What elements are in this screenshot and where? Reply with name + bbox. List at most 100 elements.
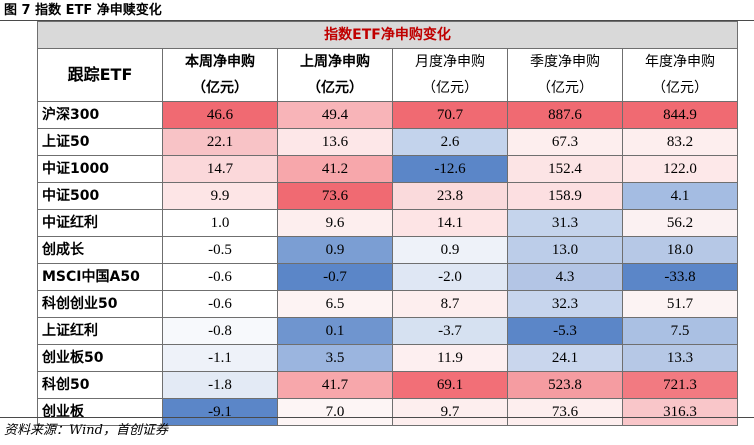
row-label: 创业板 [37,398,163,426]
value-cell: 316.3 [622,398,738,426]
etf-net-subscription-table: 指数ETF净申购变化 跟踪ETF 本周净申购 （亿元） 上周净申购 （亿元） 月… [37,21,738,426]
value-cell: -0.6 [162,290,278,318]
value-cell: 158.9 [507,182,623,210]
value-cell: 844.9 [622,101,738,129]
value-cell: 70.7 [392,101,508,129]
value-cell: 721.3 [622,371,738,399]
value-cell: 73.6 [277,182,393,210]
value-cell: -9.1 [162,398,278,426]
col-header-yearly: 年度净申购 （亿元） [622,48,738,102]
table-title-row: 指数ETF净申购变化 [37,21,738,49]
value-cell: 7.0 [277,398,393,426]
bottom-rule [0,417,754,418]
top-rule [0,20,754,21]
row-label: 中证500 [37,182,163,210]
value-cell: 83.2 [622,128,738,156]
value-cell: 9.7 [392,398,508,426]
value-cell: 13.3 [622,344,738,372]
row-label: MSCI中国A50 [37,263,163,291]
row-label: 中证1000 [37,155,163,183]
value-cell: 122.0 [622,155,738,183]
source-note: 资料来源：Wind，首创证券 [4,423,168,438]
value-cell: -0.5 [162,236,278,264]
col-header-quarterly: 季度净申购 （亿元） [507,48,623,102]
value-cell: 2.6 [392,128,508,156]
value-cell: 41.2 [277,155,393,183]
value-cell: 13.6 [277,128,393,156]
value-cell: 9.9 [162,182,278,210]
col-header-line1: 上周净申购 [300,54,370,70]
value-cell: 13.0 [507,236,623,264]
value-cell: 1.0 [162,209,278,237]
table-row: 中证500 9.9 73.6 23.8 158.9 4.1 [37,182,738,210]
col-header-line2: （亿元） [192,80,248,96]
col-header-line1: 月度净申购 [415,54,485,70]
row-label: 沪深300 [37,101,163,129]
value-cell: 41.7 [277,371,393,399]
value-cell: 51.7 [622,290,738,318]
value-cell: 23.8 [392,182,508,210]
table-row: 创业板 -9.1 7.0 9.7 73.6 316.3 [37,398,738,426]
value-cell: -0.8 [162,317,278,345]
value-cell: 0.9 [392,236,508,264]
value-cell: 4.3 [507,263,623,291]
table-row: 中证1000 14.7 41.2 -12.6 152.4 122.0 [37,155,738,183]
table-row: 创成长 -0.5 0.9 0.9 13.0 18.0 [37,236,738,264]
col-header-monthly: 月度净申购 （亿元） [392,48,508,102]
value-cell: 22.1 [162,128,278,156]
table-row: 中证红利 1.0 9.6 14.1 31.3 56.2 [37,209,738,237]
col-header-weekly: 本周净申购 （亿元） [162,48,278,102]
row-label: 创业板50 [37,344,163,372]
table-row: 科创创业50 -0.6 6.5 8.7 32.3 51.7 [37,290,738,318]
col-header-line2: （亿元） [422,80,478,96]
value-cell: 7.5 [622,317,738,345]
value-cell: 0.9 [277,236,393,264]
col-header-line1: 季度净申购 [530,54,600,70]
value-cell: 887.6 [507,101,623,129]
value-cell: 49.4 [277,101,393,129]
value-cell: -1.8 [162,371,278,399]
value-cell: 14.7 [162,155,278,183]
table-title: 指数ETF净申购变化 [37,21,738,49]
value-cell: 73.6 [507,398,623,426]
value-cell: 152.4 [507,155,623,183]
table-row: 沪深300 46.6 49.4 70.7 887.6 844.9 [37,101,738,129]
value-cell: 32.3 [507,290,623,318]
value-cell: -2.0 [392,263,508,291]
col-header-line1: 年度净申购 [645,54,715,70]
value-cell: 67.3 [507,128,623,156]
value-cell: 18.0 [622,236,738,264]
value-cell: -0.6 [162,263,278,291]
value-cell: 9.6 [277,209,393,237]
data-rows: 沪深300 46.6 49.4 70.7 887.6 844.9 上证50 22.1 13.6 2… [37,101,738,426]
value-cell: 24.1 [507,344,623,372]
corner-header: 跟踪ETF [37,48,163,102]
col-header-line2: （亿元） [307,80,363,96]
row-label: 科创创业50 [37,290,163,318]
value-cell: -5.3 [507,317,623,345]
value-cell: 11.9 [392,344,508,372]
value-cell: 46.6 [162,101,278,129]
value-cell: 69.1 [392,371,508,399]
value-cell: 523.8 [507,371,623,399]
value-cell: -0.7 [277,263,393,291]
value-cell: 56.2 [622,209,738,237]
col-header-line2: （亿元） [537,80,593,96]
row-label: 创成长 [37,236,163,264]
table-row: 创业板50 -1.1 3.5 11.9 24.1 13.3 [37,344,738,372]
value-cell: 4.1 [622,182,738,210]
value-cell: 3.5 [277,344,393,372]
value-cell: -12.6 [392,155,508,183]
value-cell: 6.5 [277,290,393,318]
col-header-line1: 本周净申购 [185,54,255,70]
table-row: 上证50 22.1 13.6 2.6 67.3 83.2 [37,128,738,156]
figure-title: 图 7 指数 ETF 净申赎变化 [4,3,162,18]
value-cell: -1.1 [162,344,278,372]
value-cell: -33.8 [622,263,738,291]
value-cell: -3.7 [392,317,508,345]
value-cell: 14.1 [392,209,508,237]
col-header-line2: （亿元） [652,80,708,96]
row-label: 上证50 [37,128,163,156]
table-row: 科创50 -1.8 41.7 69.1 523.8 721.3 [37,371,738,399]
row-label: 上证红利 [37,317,163,345]
